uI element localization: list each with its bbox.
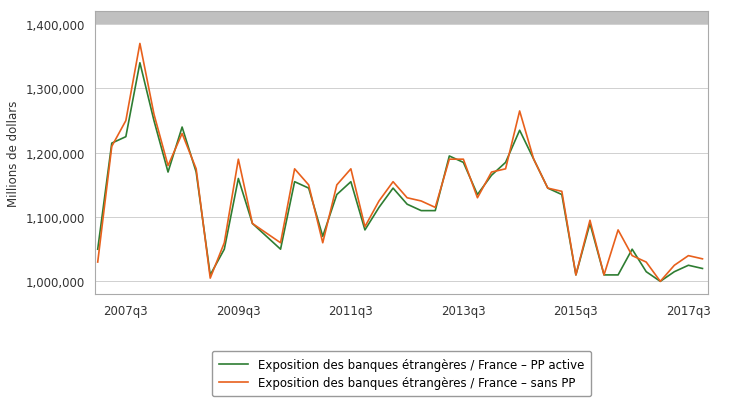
- Exposition des banques étrangères / France – PP active: [529, 157, 538, 162]
- Exposition des banques étrangères / France – sans PP: [121, 119, 130, 124]
- Exposition des banques étrangères / France – sans PP: [150, 112, 158, 117]
- Exposition des banques étrangères / France – sans PP: [459, 157, 468, 162]
- Exposition des banques étrangères / France – PP active: [585, 222, 594, 227]
- Exposition des banques étrangères / France – PP active: [515, 128, 524, 133]
- Exposition des banques étrangères / France – PP active: [445, 154, 454, 159]
- Exposition des banques étrangères / France – PP active: [388, 186, 397, 191]
- Exposition des banques étrangères / France – sans PP: [445, 157, 454, 162]
- Exposition des banques étrangères / France – PP active: [262, 234, 271, 239]
- Exposition des banques étrangères / France – PP active: [417, 209, 426, 213]
- Exposition des banques étrangères / France – PP active: [431, 209, 439, 213]
- Exposition des banques étrangères / France – PP active: [473, 193, 482, 198]
- Exposition des banques étrangères / France – PP active: [220, 247, 228, 252]
- Exposition des banques étrangères / France – PP active: [248, 222, 257, 227]
- Exposition des banques étrangères / France – sans PP: [304, 183, 313, 188]
- Line: Exposition des banques étrangères / France – PP active: Exposition des banques étrangères / Fran…: [98, 63, 702, 282]
- Exposition des banques étrangères / France – PP active: [192, 170, 201, 175]
- Exposition des banques étrangères / France – sans PP: [698, 257, 707, 262]
- Exposition des banques étrangères / France – PP active: [502, 161, 510, 166]
- Line: Exposition des banques étrangères / France – sans PP: Exposition des banques étrangères / Fran…: [98, 44, 702, 282]
- Exposition des banques étrangères / France – PP active: [93, 247, 102, 252]
- Exposition des banques étrangères / France – PP active: [164, 170, 172, 175]
- Exposition des banques étrangères / France – PP active: [599, 273, 608, 278]
- Exposition des banques étrangères / France – PP active: [177, 125, 186, 130]
- Exposition des banques étrangères / France – PP active: [403, 202, 412, 207]
- Exposition des banques étrangères / France – sans PP: [487, 170, 496, 175]
- Exposition des banques étrangères / France – sans PP: [599, 273, 608, 278]
- Exposition des banques étrangères / France – sans PP: [374, 199, 383, 204]
- Exposition des banques étrangères / France – PP active: [332, 193, 341, 198]
- Exposition des banques étrangères / France – PP active: [121, 135, 130, 140]
- Exposition des banques étrangères / France – sans PP: [670, 263, 679, 268]
- Exposition des banques étrangères / France – sans PP: [473, 196, 482, 201]
- Exposition des banques étrangères / France – PP active: [684, 263, 693, 268]
- Exposition des banques étrangères / France – PP active: [347, 180, 356, 185]
- Exposition des banques étrangères / France – sans PP: [361, 225, 369, 229]
- Exposition des banques étrangères / France – sans PP: [206, 276, 215, 281]
- Legend: Exposition des banques étrangères / France – PP active, Exposition des banques é: Exposition des banques étrangères / Fran…: [212, 351, 591, 396]
- Exposition des banques étrangères / France – PP active: [614, 273, 623, 278]
- Exposition des banques étrangères / France – sans PP: [529, 157, 538, 162]
- Exposition des banques étrangères / France – PP active: [642, 270, 650, 274]
- Exposition des banques étrangères / France – PP active: [628, 247, 637, 252]
- Exposition des banques étrangères / France – sans PP: [291, 167, 299, 172]
- Exposition des banques étrangères / France – sans PP: [684, 254, 693, 258]
- Y-axis label: Millions de dollars: Millions de dollars: [7, 100, 20, 207]
- Exposition des banques étrangères / France – sans PP: [318, 241, 327, 246]
- Exposition des banques étrangères / France – sans PP: [234, 157, 243, 162]
- Exposition des banques étrangères / France – sans PP: [628, 254, 637, 258]
- Exposition des banques étrangères / France – sans PP: [403, 196, 412, 201]
- Exposition des banques étrangères / France – PP active: [150, 119, 158, 124]
- Exposition des banques étrangères / France – PP active: [318, 234, 327, 239]
- Exposition des banques étrangères / France – sans PP: [107, 144, 116, 149]
- Exposition des banques étrangères / France – sans PP: [431, 205, 439, 210]
- Exposition des banques étrangères / France – sans PP: [262, 231, 271, 236]
- Exposition des banques étrangères / France – PP active: [304, 186, 313, 191]
- Exposition des banques étrangères / France – sans PP: [192, 167, 201, 172]
- Exposition des banques étrangères / France – PP active: [487, 173, 496, 178]
- Exposition des banques étrangères / France – PP active: [206, 273, 215, 278]
- Exposition des banques étrangères / France – sans PP: [558, 189, 566, 194]
- Exposition des banques étrangères / France – sans PP: [585, 218, 594, 223]
- Exposition des banques étrangères / France – PP active: [459, 161, 468, 166]
- Exposition des banques étrangères / France – PP active: [656, 279, 664, 284]
- Exposition des banques étrangères / France – sans PP: [543, 186, 552, 191]
- Exposition des banques étrangères / France – PP active: [361, 228, 369, 233]
- Exposition des banques étrangères / France – sans PP: [614, 228, 623, 233]
- Exposition des banques étrangères / France – sans PP: [164, 164, 172, 169]
- Exposition des banques étrangères / France – sans PP: [136, 42, 145, 47]
- Exposition des banques étrangères / France – sans PP: [248, 222, 257, 227]
- Exposition des banques étrangères / France – sans PP: [515, 109, 524, 114]
- Exposition des banques étrangères / France – sans PP: [388, 180, 397, 185]
- Exposition des banques étrangères / France – sans PP: [347, 167, 356, 172]
- Exposition des banques étrangères / France – sans PP: [417, 199, 426, 204]
- Exposition des banques étrangères / France – sans PP: [572, 273, 580, 278]
- Exposition des banques étrangères / France – PP active: [558, 193, 566, 198]
- Exposition des banques étrangères / France – PP active: [670, 270, 679, 274]
- Exposition des banques étrangères / France – PP active: [572, 273, 580, 278]
- Exposition des banques étrangères / France – PP active: [374, 205, 383, 210]
- Exposition des banques étrangères / France – sans PP: [276, 241, 285, 246]
- Exposition des banques étrangères / France – PP active: [136, 61, 145, 66]
- Exposition des banques étrangères / France – sans PP: [93, 260, 102, 265]
- Exposition des banques étrangères / France – sans PP: [332, 183, 341, 188]
- Exposition des banques étrangères / France – PP active: [276, 247, 285, 252]
- Exposition des banques étrangères / France – sans PP: [656, 279, 664, 284]
- Exposition des banques étrangères / France – sans PP: [177, 132, 186, 137]
- Bar: [95, 12, 708, 25]
- Exposition des banques étrangères / France – sans PP: [220, 241, 228, 246]
- Exposition des banques étrangères / France – PP active: [234, 177, 243, 182]
- Exposition des banques étrangères / France – sans PP: [642, 260, 650, 265]
- Exposition des banques étrangères / France – PP active: [543, 186, 552, 191]
- Exposition des banques étrangères / France – PP active: [291, 180, 299, 185]
- Exposition des banques étrangères / France – sans PP: [502, 167, 510, 172]
- Exposition des banques étrangères / France – PP active: [698, 266, 707, 271]
- Exposition des banques étrangères / France – PP active: [107, 141, 116, 146]
